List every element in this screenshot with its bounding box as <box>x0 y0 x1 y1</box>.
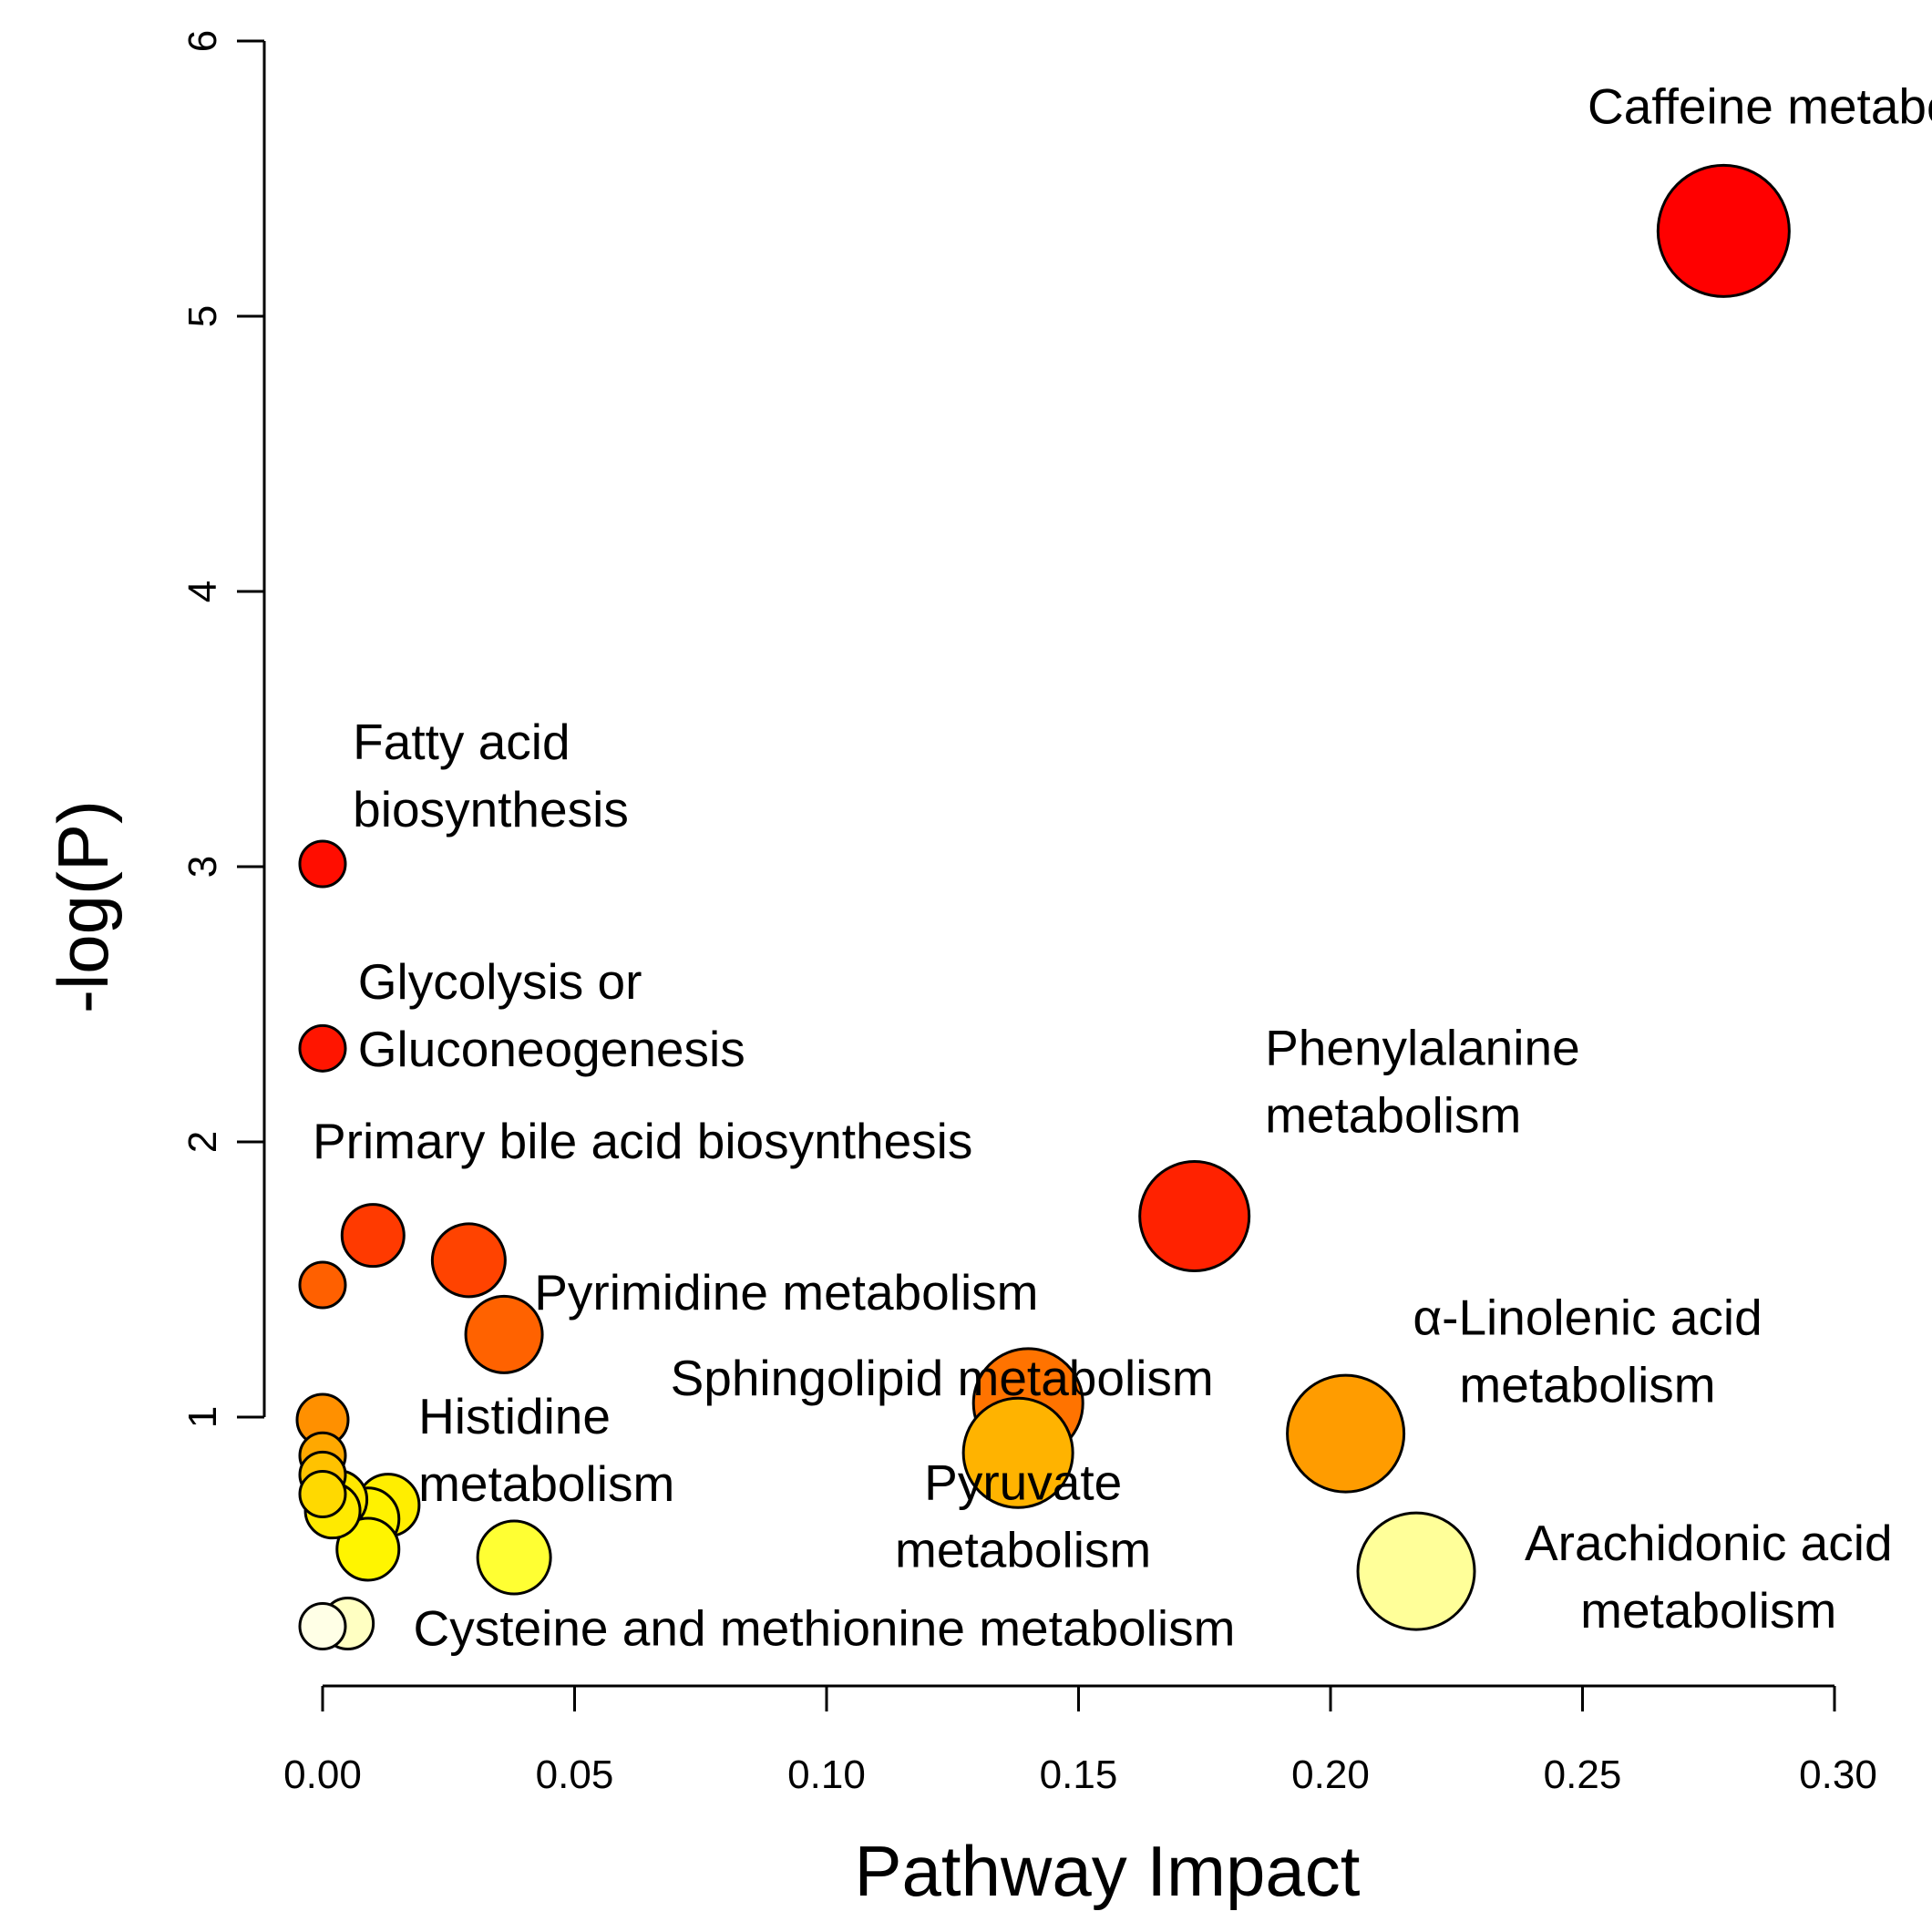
x-axis-title: Pathway Impact <box>855 1831 1361 1911</box>
pathway-label-line: metabolism <box>895 1522 1151 1578</box>
pathway-label-line: Primary bile acid biosynthesis <box>313 1113 972 1169</box>
pathway-label-line: Cysteine and methionine metabolism <box>414 1600 1236 1657</box>
pathway-label-line: Arachidonic acid <box>1525 1515 1893 1571</box>
x-tick-label: 0.05 <box>536 1752 614 1797</box>
pathway-label: Cysteine and methionine metabolism <box>414 1600 1236 1657</box>
pathway-label-line: metabolism <box>1459 1356 1715 1413</box>
pathway-label-line: biosynthesis <box>353 781 629 838</box>
pathway-label-line: Glycolysis or <box>358 953 642 1010</box>
data-point <box>1356 1511 1476 1631</box>
y-axis-ticks: 1 2 3 4 5 6 <box>180 30 264 1428</box>
pathway-label: Phenylalanine metabolism <box>1265 1019 1580 1143</box>
data-point <box>298 1470 347 1519</box>
pathway-label-line: α-Linolenic acid <box>1413 1289 1762 1345</box>
data-point <box>298 839 347 889</box>
y-tick-label: 4 <box>180 581 225 602</box>
pathway-label: Sphingolipid metabolism <box>671 1350 1214 1406</box>
data-point <box>961 1396 1074 1509</box>
pathway-label-line: Histidine <box>418 1388 611 1444</box>
pathway-label-line: Gluconeogenesis <box>358 1021 745 1077</box>
pathway-label: Histidine metabolism <box>418 1388 674 1512</box>
pathway-label-line: metabolism <box>1265 1086 1521 1143</box>
x-tick-label: 0.00 <box>283 1752 362 1797</box>
pathway-label: α-Linolenic acid metabolism <box>1413 1289 1762 1413</box>
pathway-label-line: Phenylalanine <box>1265 1019 1580 1075</box>
pathway-label: Primary bile acid biosynthesis <box>313 1113 972 1169</box>
data-point <box>298 1023 347 1073</box>
x-tick-label: 0.15 <box>1040 1752 1118 1797</box>
pathway-label-line: Caffeine metabolism <box>1588 78 1932 135</box>
data-points <box>295 163 1791 1651</box>
data-point <box>1138 1160 1251 1273</box>
x-tick-label: 0.25 <box>1544 1752 1622 1797</box>
pathway-label: Fatty acid biosynthesis <box>353 714 629 838</box>
pathway-label-line: metabolism <box>418 1455 674 1512</box>
pathway-label-line: metabolism <box>1580 1582 1836 1639</box>
data-point <box>464 1294 544 1374</box>
y-tick-label: 2 <box>180 1131 225 1153</box>
data-point <box>1286 1373 1406 1494</box>
y-axis-title: -log(P) <box>43 800 123 1013</box>
data-point <box>476 1519 552 1596</box>
x-tick-label: 0.20 <box>1291 1752 1370 1797</box>
data-point <box>430 1222 507 1299</box>
pathway-label: Pyruvate metabolism <box>895 1454 1151 1578</box>
pathway-label-line: Sphingolipid metabolism <box>671 1350 1214 1406</box>
pathway-label: Glycolysis or Gluconeogenesis <box>358 953 745 1077</box>
pathway-label: Caffeine metabolism <box>1588 78 1932 135</box>
x-tick-label: 0.30 <box>1799 1752 1877 1797</box>
data-point <box>335 1516 401 1582</box>
pathway-label-line: Pyruvate <box>924 1454 1122 1511</box>
data-point <box>298 1260 347 1310</box>
pathway-labels: Caffeine metabolism Fatty acid biosynthesi… <box>313 78 1932 1657</box>
pathway-label-line: Fatty acid <box>353 714 570 770</box>
y-tick-label: 5 <box>180 305 225 327</box>
y-tick-label: 1 <box>180 1406 225 1428</box>
pathway-label: Arachidonic acid metabolism <box>1525 1515 1893 1639</box>
data-point <box>1656 163 1791 298</box>
y-tick-label: 6 <box>180 30 225 52</box>
data-point <box>298 1602 347 1651</box>
data-point <box>340 1203 406 1269</box>
y-tick-label: 3 <box>180 856 225 878</box>
pathway-label: Pyrimidine metabolism <box>534 1264 1038 1321</box>
x-tick-label: 0.10 <box>787 1752 866 1797</box>
pathway-label-line: Pyrimidine metabolism <box>534 1264 1038 1321</box>
x-axis-ticks: 0.00 0.05 0.10 0.15 0.20 0.25 0.30 <box>283 1686 1877 1797</box>
